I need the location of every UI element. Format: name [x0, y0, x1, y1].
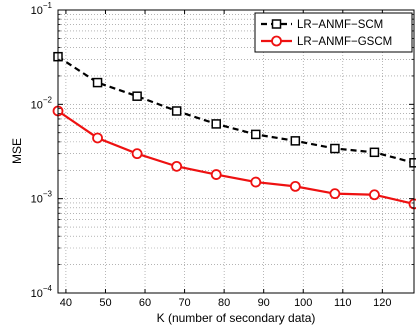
x-tick-label: 120 [373, 297, 391, 309]
x-tick-label: 50 [99, 297, 111, 309]
y-tick-label: 10−3 [31, 190, 53, 206]
data-point-scm [132, 91, 142, 101]
x-tick-label: 110 [334, 297, 352, 309]
legend: LR−ANMF−SCM LR−ANMF−GSCM [254, 12, 413, 53]
data-point-scm [330, 143, 340, 154]
y-tick-label: 10−2 [31, 95, 53, 111]
data-point-gscm [92, 132, 103, 144]
data-point-scm [92, 77, 103, 88]
plot-frame [57, 9, 415, 294]
y-tick-exponent: −3 [43, 190, 53, 199]
y-tick-label: 10−4 [31, 284, 53, 300]
series-line-scm [57, 55, 415, 164]
data-point-gscm [408, 198, 416, 210]
x-tick-label: 40 [60, 297, 72, 309]
series-line-gscm [57, 110, 415, 205]
data-point-gscm [289, 180, 301, 192]
y-tick-base: 10 [31, 5, 43, 17]
data-point-gscm [369, 189, 380, 201]
x-tick-label: 60 [139, 297, 151, 309]
x-axis-label: K (number of secondary data) [157, 311, 316, 325]
data-point-scm [409, 158, 416, 168]
data-point-gscm [210, 169, 222, 180]
data-point-gscm [171, 160, 183, 172]
y-tick-exponent: −1 [43, 1, 53, 10]
y-tick-base: 10 [31, 99, 43, 111]
data-point-scm [251, 129, 261, 140]
legend-marker-gscm [271, 35, 282, 47]
data-point-gscm [329, 188, 341, 200]
data-point-gscm [131, 148, 143, 160]
x-tick-label: 70 [178, 297, 190, 309]
y-tick-base: 10 [31, 288, 43, 300]
y-tick-exponent: −2 [43, 95, 53, 104]
x-tick-label: 80 [218, 297, 230, 309]
x-tick-label: 100 [294, 297, 312, 309]
data-point-gscm [250, 176, 262, 188]
legend-marker-scm [271, 19, 282, 29]
y-tick-label: 10−1 [31, 1, 53, 17]
data-point-scm [171, 106, 182, 116]
data-point-scm [290, 136, 301, 146]
legend-label-scm: LR−ANMF−SCM [297, 19, 383, 31]
data-point-scm [369, 147, 380, 158]
data-point-scm [211, 119, 221, 129]
y-tick-base: 10 [31, 194, 43, 206]
legend-label-gscm: LR−ANMF−GSCM [297, 36, 392, 48]
x-tick-label: 90 [258, 297, 270, 309]
y-axis-label: MSE [10, 138, 24, 164]
y-tick-exponent: −4 [43, 284, 53, 293]
